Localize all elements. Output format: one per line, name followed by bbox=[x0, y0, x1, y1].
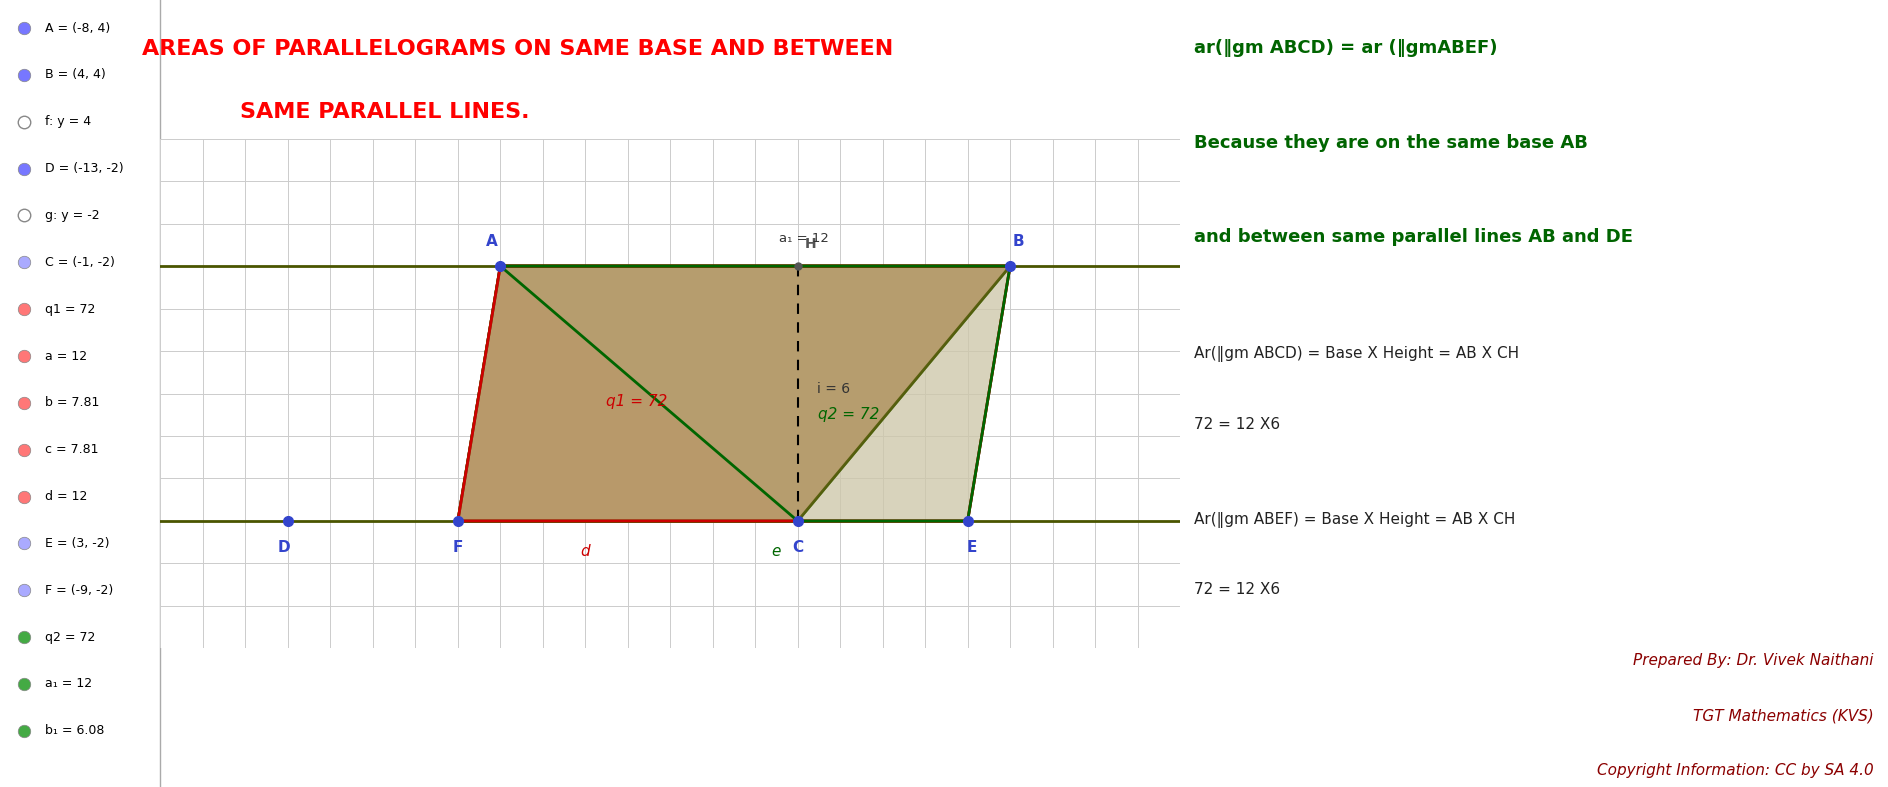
Text: D = (-13, -2): D = (-13, -2) bbox=[45, 162, 123, 176]
Text: Because they are on the same base AB: Because they are on the same base AB bbox=[1195, 134, 1588, 152]
Text: Copyright Information: CC by SA 4.0: Copyright Information: CC by SA 4.0 bbox=[1597, 763, 1873, 778]
Text: i = 6: i = 6 bbox=[818, 382, 850, 396]
Text: Prepared By: Dr. Vivek Naithani: Prepared By: Dr. Vivek Naithani bbox=[1633, 653, 1873, 668]
Text: a₁ = 12: a₁ = 12 bbox=[45, 678, 93, 690]
Text: b = 7.81: b = 7.81 bbox=[45, 397, 100, 409]
Text: d: d bbox=[580, 545, 591, 560]
Text: c = 7.81: c = 7.81 bbox=[45, 443, 98, 456]
Text: B: B bbox=[1012, 234, 1025, 249]
Text: d = 12: d = 12 bbox=[45, 490, 87, 503]
Text: Ar(‖gm ABEF) = Base X Height = AB X CH: Ar(‖gm ABEF) = Base X Height = AB X CH bbox=[1195, 512, 1516, 527]
Text: D: D bbox=[278, 540, 291, 555]
Polygon shape bbox=[500, 266, 1010, 521]
Text: q2 = 72: q2 = 72 bbox=[45, 630, 94, 644]
Polygon shape bbox=[457, 266, 1010, 521]
Text: a₁ = 12: a₁ = 12 bbox=[780, 232, 829, 245]
Text: a = 12: a = 12 bbox=[45, 349, 87, 363]
Text: A: A bbox=[485, 234, 498, 249]
Text: f: y = 4: f: y = 4 bbox=[45, 116, 91, 128]
Text: q2 = 72: q2 = 72 bbox=[818, 407, 880, 423]
Text: e: e bbox=[772, 545, 782, 560]
Text: AREAS OF PARALLELOGRAMS ON SAME BASE AND BETWEEN: AREAS OF PARALLELOGRAMS ON SAME BASE AND… bbox=[142, 39, 893, 59]
Text: 72 = 12 X6: 72 = 12 X6 bbox=[1195, 417, 1280, 432]
Text: H: H bbox=[804, 237, 816, 251]
Polygon shape bbox=[457, 266, 1010, 521]
Text: E: E bbox=[967, 540, 976, 555]
Text: g: y = -2: g: y = -2 bbox=[45, 209, 100, 222]
Text: Ar(‖gm ABCD) = Base X Height = AB X CH: Ar(‖gm ABCD) = Base X Height = AB X CH bbox=[1195, 346, 1520, 362]
Text: F: F bbox=[453, 540, 463, 555]
Polygon shape bbox=[457, 266, 1010, 521]
Text: q1 = 72: q1 = 72 bbox=[606, 394, 666, 409]
Text: q1 = 72: q1 = 72 bbox=[45, 303, 94, 316]
Text: F = (-9, -2): F = (-9, -2) bbox=[45, 584, 113, 597]
Text: TGT Mathematics (KVS): TGT Mathematics (KVS) bbox=[1694, 708, 1873, 723]
Text: E = (3, -2): E = (3, -2) bbox=[45, 537, 110, 550]
Text: 72 = 12 X6: 72 = 12 X6 bbox=[1195, 582, 1280, 597]
Text: C = (-1, -2): C = (-1, -2) bbox=[45, 256, 115, 269]
Polygon shape bbox=[457, 266, 1010, 521]
Text: and between same parallel lines AB and DE: and between same parallel lines AB and D… bbox=[1195, 228, 1633, 246]
Text: SAME PARALLEL LINES.: SAME PARALLEL LINES. bbox=[240, 102, 529, 122]
Text: ar(‖gm ABCD) = ar (‖gmABEF): ar(‖gm ABCD) = ar (‖gmABEF) bbox=[1195, 39, 1497, 57]
Text: A = (-8, 4): A = (-8, 4) bbox=[45, 21, 110, 35]
Text: C: C bbox=[793, 540, 802, 555]
Text: B = (4, 4): B = (4, 4) bbox=[45, 68, 106, 81]
Text: b₁ = 6.08: b₁ = 6.08 bbox=[45, 724, 104, 737]
